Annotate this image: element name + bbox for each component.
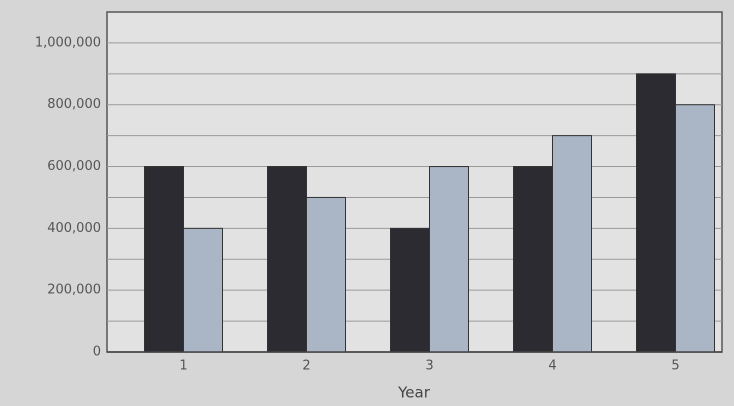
bar [267,166,307,353]
bar [552,135,592,353]
bar [675,104,715,353]
bar [306,196,346,353]
bar [636,73,676,353]
y-tick-label: 1,000,000 [35,35,101,50]
x-tick-label: 2 [302,359,310,374]
x-axis-title: Year [397,384,431,402]
y-tick-label: 600,000 [47,159,101,174]
bar [429,166,469,353]
x-tick-label: 3 [425,359,433,374]
y-tick-label: 400,000 [47,221,101,236]
x-tick-label: 4 [548,359,556,374]
bar [390,227,430,353]
x-tick-label: 1 [179,359,187,374]
y-tick-label: 200,000 [47,283,101,298]
bar [513,166,553,353]
bar [183,227,223,353]
y-tick-label: 800,000 [47,97,101,112]
x-tick-label: 5 [671,359,679,374]
y-tick-label: 0 [93,345,101,360]
bar [144,166,184,353]
